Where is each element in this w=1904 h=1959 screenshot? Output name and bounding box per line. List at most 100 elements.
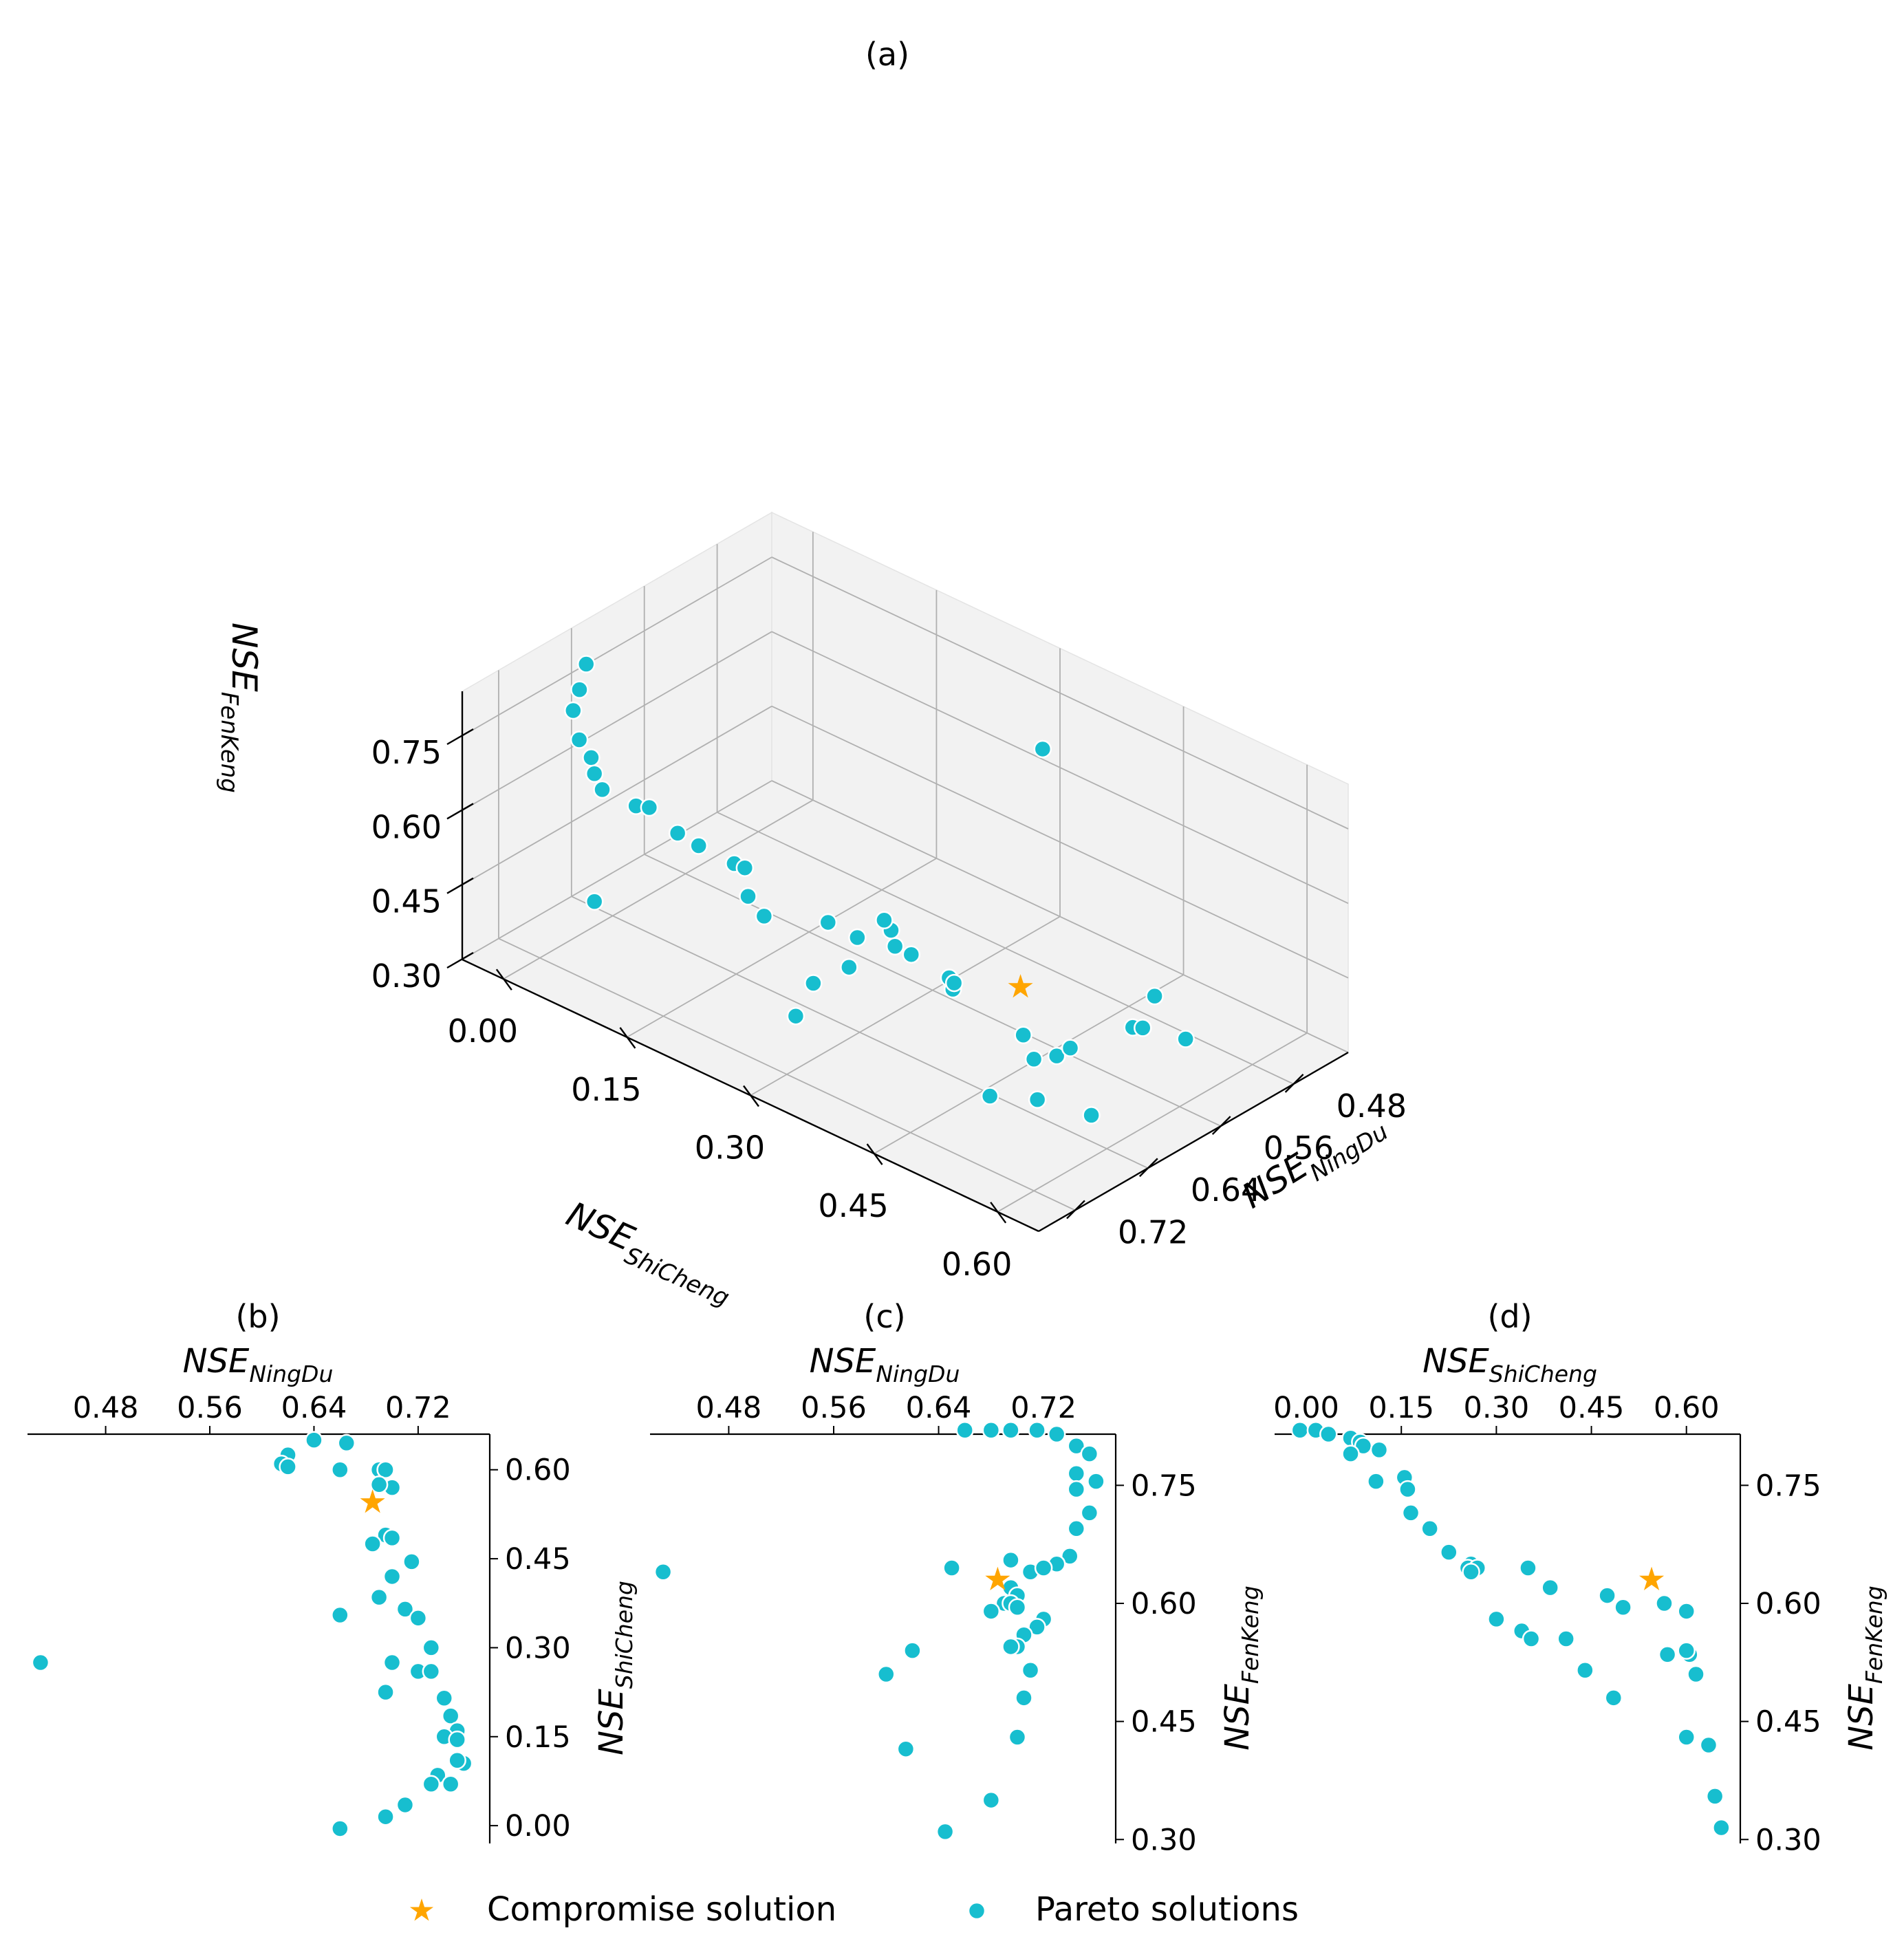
panel-d-pareto-point	[1487, 1610, 1506, 1629]
panel-a-pareto-point	[885, 937, 905, 956]
panel-a-axes: 0.00 0.15 0.30 0.45 0.60 0.480.560.640.72 0.30…	[371, 691, 1407, 1283]
panel-a-grid-x-floor	[997, 1032, 1308, 1213]
panel-c-xlabel: NSENingDu	[810, 1342, 960, 1387]
panel-d-pareto-point	[1519, 1559, 1537, 1577]
panel-b-xlabel-main: NSE	[183, 1342, 250, 1381]
panel-d-ylabel-sub: FenKeng	[1861, 1585, 1887, 1684]
panel-a-grid-x-floor	[750, 916, 1061, 1096]
panel-b-pareto-point	[422, 1775, 441, 1794]
panel-c-pareto-point	[1002, 1550, 1020, 1570]
panel-b-pareto-point	[331, 1460, 349, 1479]
panel-a-y-tick	[1138, 1158, 1158, 1178]
panel-b-ylabel-sub: ShiCheng	[611, 1581, 638, 1689]
panel-a-pareto-point	[980, 1087, 999, 1105]
panel-d-pareto-point	[1598, 1586, 1616, 1605]
panel-b-pareto-point	[369, 1588, 389, 1607]
panel-a-z-tick	[446, 803, 474, 820]
panel-a-grid-x-floor	[503, 799, 814, 980]
panel-a-x-tick	[990, 1202, 1007, 1224]
panel-a-grid-z-back	[771, 780, 1349, 1053]
panel-a-xlabel-sub: ShiCheng	[620, 1242, 733, 1312]
panel-d-pareto-point	[1705, 1787, 1724, 1806]
panel-c-pareto-point	[1080, 1444, 1099, 1463]
panel-a-pareto-point	[1028, 1090, 1047, 1109]
panel-b-xlabel-sub: NingDu	[249, 1361, 333, 1387]
panel-c-xtick-label: 0.72	[1010, 1391, 1077, 1425]
panel-a-pareto-point	[576, 655, 596, 673]
panel-a-pareto-point	[585, 892, 604, 911]
panel-c-xlabel-sub: NingDu	[876, 1361, 960, 1387]
legend-compromise-star-icon	[409, 1898, 434, 1921]
panel-b-title: (b)	[235, 1298, 280, 1335]
panel-c-xtick-label: 0.56	[801, 1391, 867, 1425]
panel-a-x-tick-label: 0.45	[818, 1187, 888, 1224]
panel-a-grid-y-floor	[571, 896, 1149, 1169]
panel-d-pareto-point	[1687, 1665, 1705, 1684]
panel-c-pareto-point	[1021, 1661, 1040, 1680]
panel-a-z-tick-label: 0.45	[371, 883, 442, 920]
panel-a-y-tick	[1211, 1116, 1231, 1135]
panel-a-grid-z-back	[771, 705, 1349, 979]
panel-b-pareto-point	[448, 1730, 466, 1749]
panel-a-x-tick-label: 0.15	[571, 1071, 641, 1108]
panel-d-pareto-point	[1557, 1630, 1575, 1648]
panel-d-xtick-label: 0.45	[1559, 1391, 1625, 1425]
panel-a-grid-z-left	[462, 705, 772, 886]
panel-b-pareto-point	[376, 1682, 395, 1702]
panel-d-xtick-label: 0.30	[1464, 1391, 1530, 1425]
panel-a-z-tick-label: 0.30	[371, 957, 442, 995]
panel-d-ylabel: NSEFenKeng	[1842, 1585, 1887, 1751]
panel-a-x-tick-label: 0.30	[695, 1129, 765, 1167]
panel-b-xtick-label: 0.56	[177, 1391, 243, 1425]
panel-b-pareto-point	[382, 1653, 402, 1672]
panel-a-pareto-point	[786, 1006, 805, 1026]
panel-b-pareto-point	[382, 1567, 402, 1586]
panel-d-xtick-label: 0.00	[1273, 1391, 1339, 1425]
panel-a-grid-z-left	[462, 631, 772, 812]
panel-a-z-tick-label: 0.75	[371, 734, 442, 771]
panel-a-pareto-point	[1082, 1106, 1101, 1125]
panel-a-pareto-point	[1145, 986, 1164, 1006]
panel-c-pareto-point	[1080, 1504, 1099, 1522]
panel-c-pareto-point	[1061, 1547, 1079, 1566]
panel-b-pareto-point	[31, 1653, 50, 1672]
panel-a-pareto-point	[668, 823, 687, 843]
panel-a-z-tick-label: 0.60	[371, 808, 442, 845]
panel-a-pareto-point	[593, 780, 612, 799]
panel-c-ylabel-sub: FenKeng	[1237, 1585, 1264, 1684]
panel-c-title: (c)	[863, 1298, 905, 1335]
panel-c-pareto-point	[982, 1602, 1001, 1621]
panel-c-pareto-point	[1067, 1519, 1086, 1538]
panel-a-zlabel: NSEFenKeng	[215, 623, 264, 793]
panel-c-pareto-point	[653, 1562, 673, 1581]
panel-a-3d-scatter: 0.00 0.15 0.30 0.45 0.60 0.480.560.640.72 0.30…	[215, 36, 1407, 1312]
panel-a-grid-z-left	[462, 780, 772, 960]
panel-b-points	[31, 1431, 473, 1838]
panel-b-pareto-point	[363, 1535, 382, 1553]
panel-a-pareto-point	[570, 730, 589, 749]
panel-b-pareto-point	[337, 1433, 356, 1453]
panel-d-pareto-point	[1462, 1562, 1480, 1581]
panel-a-grid-z-left	[462, 556, 772, 737]
panel-b-pareto-point	[402, 1552, 421, 1571]
panel-a-pareto-point	[755, 907, 774, 926]
panel-d-pareto-point	[1541, 1578, 1559, 1597]
panel-a-x-tick-label: 0.00	[448, 1013, 518, 1050]
panel-b-ytick-label: 0.45	[505, 1542, 571, 1577]
panel-b-pareto-point	[305, 1431, 323, 1449]
panel-d-pareto-point	[1677, 1728, 1696, 1746]
panel-b-pareto-point	[441, 1707, 460, 1725]
panel-a-pareto-point	[840, 957, 858, 977]
panel-d-pareto-point	[1699, 1735, 1718, 1755]
panel-a-pareto-point	[804, 974, 823, 993]
panel-c-ytick-label: 0.30	[1131, 1823, 1197, 1857]
panel-c-xlabel-main: NSE	[810, 1342, 876, 1381]
panel-b-pareto-point	[409, 1609, 428, 1627]
panel-a-y-tick-label: 0.56	[1264, 1129, 1334, 1167]
panel-a-grid-x-floor	[626, 858, 937, 1038]
panel-b-ytick-label: 0.60	[505, 1453, 571, 1488]
panel-c-pareto-point	[1002, 1637, 1020, 1656]
panel-a-y-tick	[1284, 1074, 1304, 1093]
panel-d-pareto-point	[1420, 1519, 1439, 1538]
